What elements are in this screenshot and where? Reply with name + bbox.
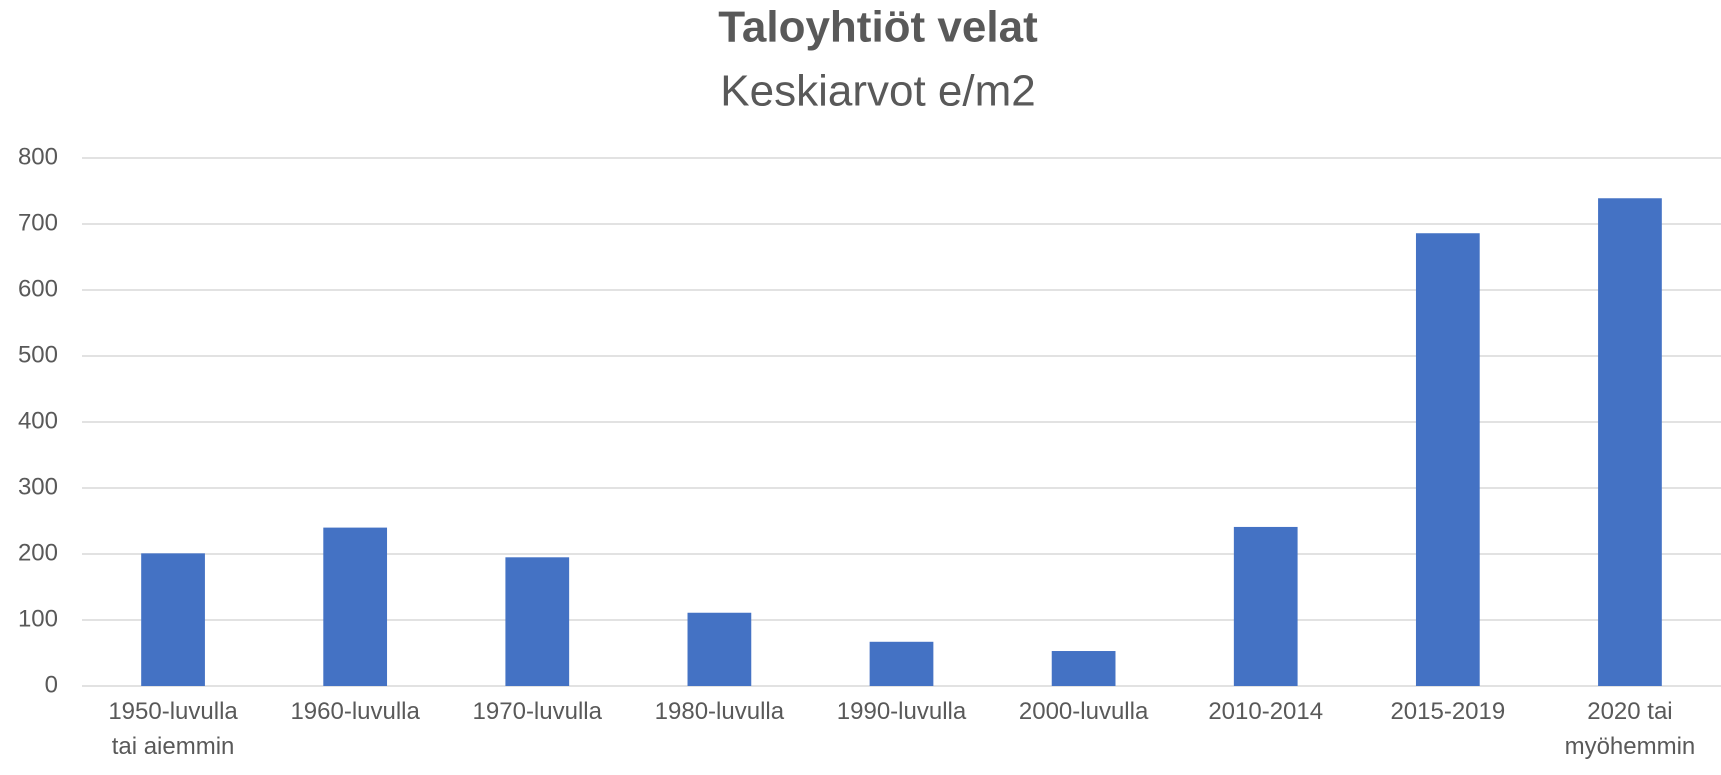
x-tick-label: 1970-luvulla [472, 698, 602, 725]
y-tick-label: 700 [18, 209, 58, 236]
bar [1598, 198, 1662, 686]
y-tick-label: 800 [18, 143, 58, 170]
y-tick-label: 100 [18, 605, 58, 632]
bar [323, 527, 388, 686]
y-tick-label: 300 [18, 473, 58, 500]
chart-title: Taloyhtiöt velat [718, 3, 1038, 52]
y-tick-label: 500 [18, 341, 58, 368]
y-tick-label: 0 [45, 671, 58, 698]
x-tick-label: 2015-2019 [1390, 698, 1506, 725]
x-tick-label: 1990-luvulla [836, 698, 967, 725]
y-tick-label: 200 [18, 539, 58, 566]
bar [505, 557, 570, 686]
x-tick-label: 1960-luvulla [290, 698, 420, 725]
x-tick-label: 1950-luvulla tai aiemmin [108, 698, 238, 760]
bar [1051, 651, 1116, 686]
bar [869, 641, 934, 686]
x-tick-label: 2010-2014 [1208, 698, 1324, 725]
chart-subtitle: Keskiarvot e/m2 [720, 67, 1035, 116]
x-tick-label: 2020 tai myöhemmin [1564, 698, 1696, 760]
bar [687, 612, 752, 686]
y-tick-label: 600 [18, 275, 58, 302]
bar [1233, 526, 1298, 686]
x-tick-label: 2000-luvulla [1018, 698, 1149, 725]
bar [141, 553, 205, 686]
bar [1415, 233, 1480, 687]
y-tick-label: 400 [18, 407, 58, 434]
x-tick-label: 1980-luvulla [654, 698, 785, 725]
